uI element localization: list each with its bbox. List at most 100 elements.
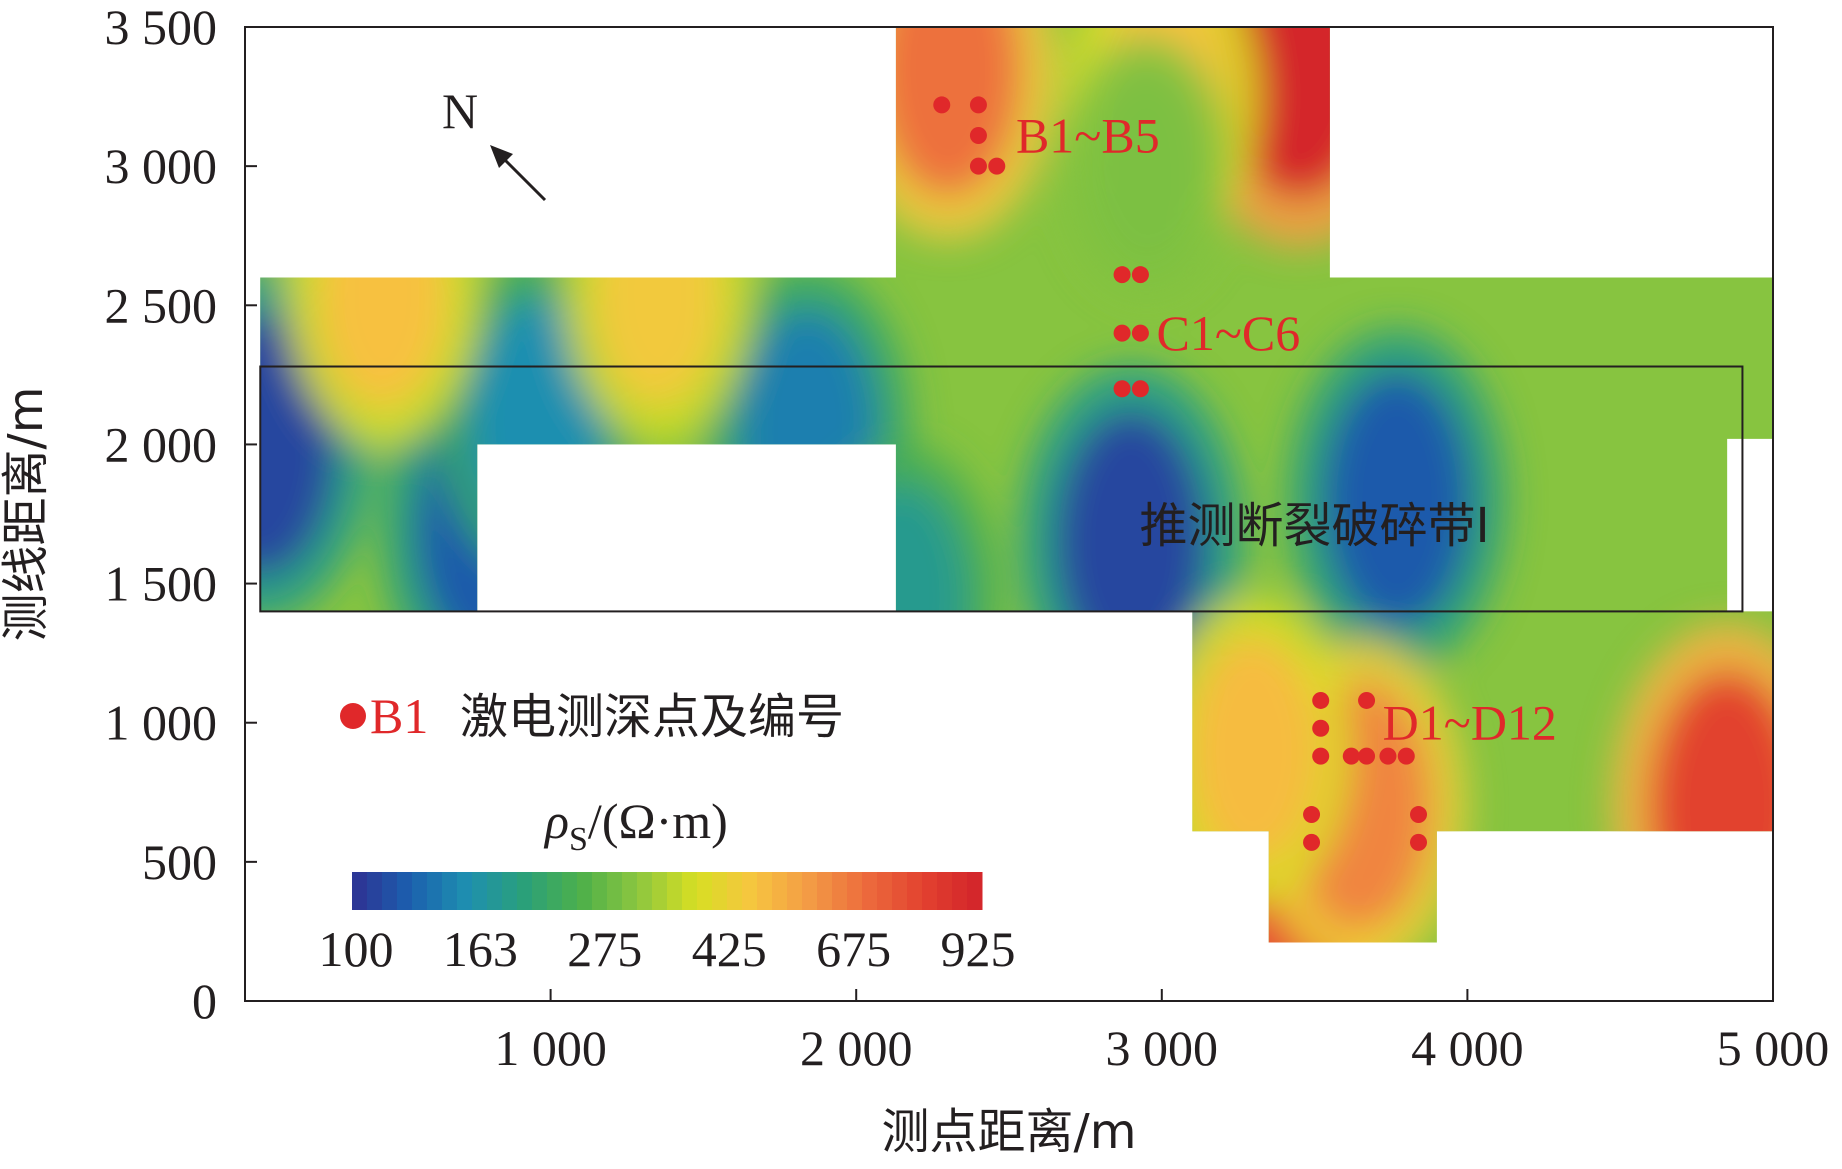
- colorbar-swatch: [952, 872, 968, 910]
- colorbar-swatch: [667, 872, 683, 910]
- colorbar-tick-label: 163: [443, 921, 518, 977]
- sounding-point: [969, 96, 987, 114]
- legend-text: 激电测深点及编号: [460, 689, 844, 745]
- y-tick-label: 0: [192, 973, 217, 1029]
- colorbar-swatch: [847, 872, 863, 910]
- x-tick-label: 5 000: [1717, 1020, 1830, 1076]
- y-tick-label: 1 000: [105, 695, 218, 751]
- colorbar-swatch: [967, 872, 983, 910]
- colorbar-swatch: [622, 872, 638, 910]
- colorbar-swatch: [682, 872, 698, 910]
- fault-zone-outline: [259, 365, 1744, 613]
- y-tick-label: 1 500: [105, 556, 218, 612]
- colorbar-tick-label: 425: [692, 921, 767, 977]
- sounding-point: [1113, 324, 1131, 342]
- fault-zone-label: 推测断裂破碎带I: [1140, 498, 1490, 554]
- colorbar-swatch: [607, 872, 623, 910]
- y-axis-title: 测线距离/m: [0, 387, 54, 642]
- sounding-point: [933, 96, 951, 114]
- anomaly-core: [260, 313, 336, 576]
- colorbar-swatch: [937, 872, 953, 910]
- x-tick-label: 4 000: [1411, 1020, 1524, 1076]
- colorbar-swatch: [697, 872, 713, 910]
- colorbar-swatch: [787, 872, 803, 910]
- colorbar-swatch: [877, 872, 893, 910]
- sounding-point: [1131, 266, 1149, 284]
- colorbar-swatch: [502, 872, 518, 910]
- sounding-point: [1312, 691, 1330, 709]
- colorbar-title: ρS/(Ω·m): [543, 793, 728, 858]
- anomaly-core: [1056, 410, 1206, 673]
- sounding-point: [1312, 719, 1330, 737]
- colorbar-swatch: [487, 872, 503, 910]
- colorbar-swatch: [577, 872, 593, 910]
- sounding-point: [1410, 806, 1428, 824]
- sounding-point: [1131, 324, 1149, 342]
- y-tick-label: 3 500: [105, 0, 218, 55]
- colorbar-swatch: [562, 872, 578, 910]
- colorbar-tick-label: 925: [941, 921, 1016, 977]
- colorbar-swatch: [352, 872, 368, 910]
- y-tick-label: 500: [142, 834, 217, 890]
- north-label: N: [442, 83, 478, 139]
- colorbar-swatch: [457, 872, 473, 910]
- x-axis-title: 测点距离/m: [882, 1104, 1137, 1160]
- sounding-point: [1131, 380, 1149, 398]
- anomaly-core: [1188, 636, 1319, 865]
- colorbar-swatch: [907, 872, 923, 910]
- point-group-c: C1~C6: [1113, 266, 1300, 398]
- sounding-point: [1410, 833, 1428, 851]
- sounding-point: [1358, 747, 1376, 765]
- point-group-b: B1~B5: [933, 96, 1160, 175]
- colorbar-swatch: [592, 872, 608, 910]
- colorbar-swatch: [817, 872, 833, 910]
- x-tick-label: 1 000: [494, 1020, 607, 1076]
- colorbar-swatch: [757, 872, 773, 910]
- colorbar-swatch: [427, 872, 443, 910]
- colorbar-swatch: [832, 872, 848, 910]
- colorbar-swatch: [472, 872, 488, 910]
- colorbar-tick-label: 275: [567, 921, 642, 977]
- y-tick-label: 3 000: [105, 138, 218, 194]
- sounding-point: [969, 157, 987, 175]
- point-group-d: D1~D12: [1303, 691, 1557, 851]
- sounding-point: [1303, 833, 1321, 851]
- anomaly-core: [1649, 670, 1774, 943]
- plot-frame: [244, 26, 1774, 1002]
- anomaly-core: [593, 183, 722, 405]
- anomaly-core: [836, 483, 968, 711]
- colorbar-swatch: [637, 872, 653, 910]
- sounding-point: [1113, 266, 1131, 284]
- colorbar-swatch: [367, 872, 383, 910]
- colorbar-swatch: [397, 872, 413, 910]
- legend-point-icon: [340, 703, 366, 729]
- legend-marker-label: B1: [370, 688, 428, 744]
- colorbar-swatch: [892, 872, 908, 910]
- sounding-point: [988, 157, 1006, 175]
- anomaly-core: [317, 181, 448, 407]
- colorbar-swatch: [862, 872, 878, 910]
- anomaly-core: [737, 309, 877, 552]
- colorbar-swatch: [412, 872, 428, 910]
- sounding-point: [1303, 806, 1321, 824]
- north-arrow-shaft: [498, 153, 547, 202]
- x-tick-label: 3 000: [1106, 1020, 1219, 1076]
- colorbar-swatch: [922, 872, 938, 910]
- colorbar-tick-label: 675: [816, 921, 891, 977]
- sounding-point: [1342, 747, 1360, 765]
- north-arrow-icon: [490, 145, 513, 168]
- colorbar-swatch: [742, 872, 758, 910]
- sounding-point: [969, 127, 987, 145]
- colorbar-swatch: [772, 872, 788, 910]
- colorbar-tick-label: 100: [319, 921, 394, 977]
- colorbar-swatch: [532, 872, 548, 910]
- sounding-point: [1379, 747, 1397, 765]
- point-group-label: D1~D12: [1383, 695, 1557, 751]
- colorbar-swatch: [517, 872, 533, 910]
- sounding-point: [1358, 691, 1376, 709]
- sounding-point: [1113, 380, 1131, 398]
- colorbar-swatch: [547, 872, 563, 910]
- colorbar-swatch: [712, 872, 728, 910]
- anomaly-core: [1090, 69, 1203, 263]
